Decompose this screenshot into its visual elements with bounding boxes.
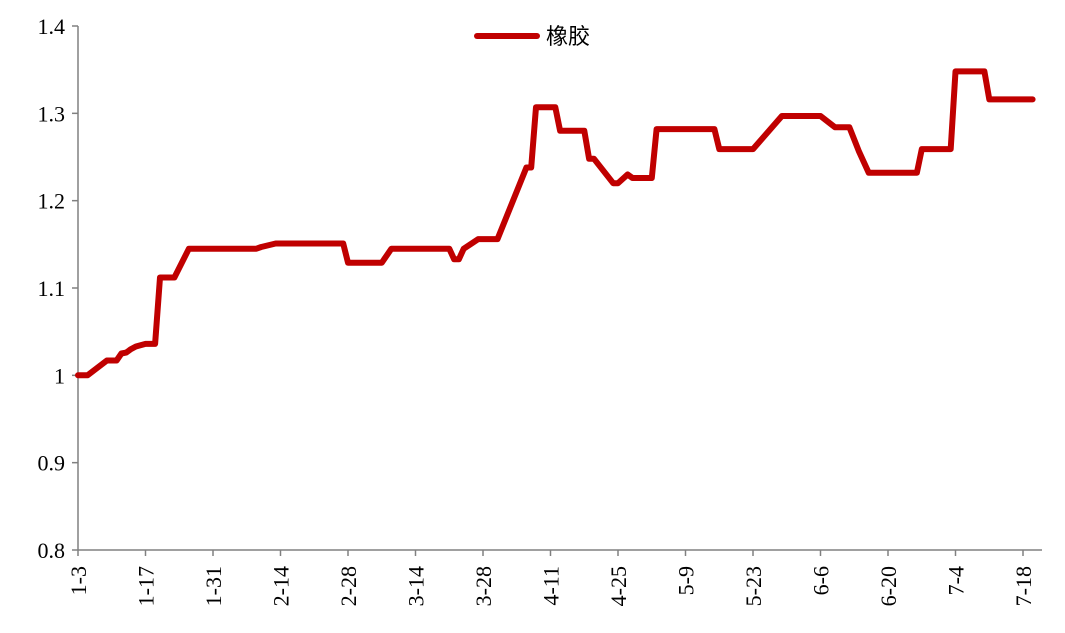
x-tick-label: 5-9 (674, 566, 699, 595)
x-tick-label: 2-14 (269, 566, 294, 606)
x-tick-label: 1-17 (134, 566, 159, 606)
y-tick-label: 1.3 (38, 101, 66, 126)
plot-area (75, 68, 1036, 379)
x-tick-label: 7-18 (1011, 566, 1036, 606)
x-tick-label: 2-28 (336, 566, 361, 606)
legend: 橡胶 (474, 25, 590, 50)
y-tick-label: 0.8 (38, 538, 66, 563)
series-line-rubber (75, 68, 1036, 379)
y-tick-label: 1.1 (38, 276, 66, 301)
y-axis-tick-labels: 0.8 0.9 1 1.1 1.2 1.3 1.4 (38, 14, 66, 563)
chart-axes (72, 25, 1042, 556)
x-tick-label: 7-4 (944, 566, 969, 595)
legend-label: 橡胶 (546, 25, 590, 50)
x-tick-label: 4-25 (606, 566, 631, 606)
y-tick-label: 1 (54, 363, 65, 388)
x-axis-tick-labels: 1-3 1-17 1-31 2-14 2-28 3-14 3-28 4-11 4-25 5-9 5-… (66, 566, 1036, 606)
y-tick-label: 0.9 (38, 451, 66, 476)
x-tick-label: 3-14 (404, 566, 429, 606)
x-tick-label: 4-11 (539, 566, 564, 606)
x-tick-label: 1-31 (201, 566, 226, 606)
x-tick-label: 6-20 (876, 566, 901, 606)
x-tick-label: 6-6 (809, 566, 834, 595)
y-tick-label: 1.2 (38, 189, 66, 214)
x-tick-label: 1-3 (66, 566, 91, 595)
x-tick-label: 3-28 (471, 566, 496, 606)
x-tick-label: 5-23 (741, 566, 766, 606)
y-tick-label: 1.4 (38, 14, 66, 39)
